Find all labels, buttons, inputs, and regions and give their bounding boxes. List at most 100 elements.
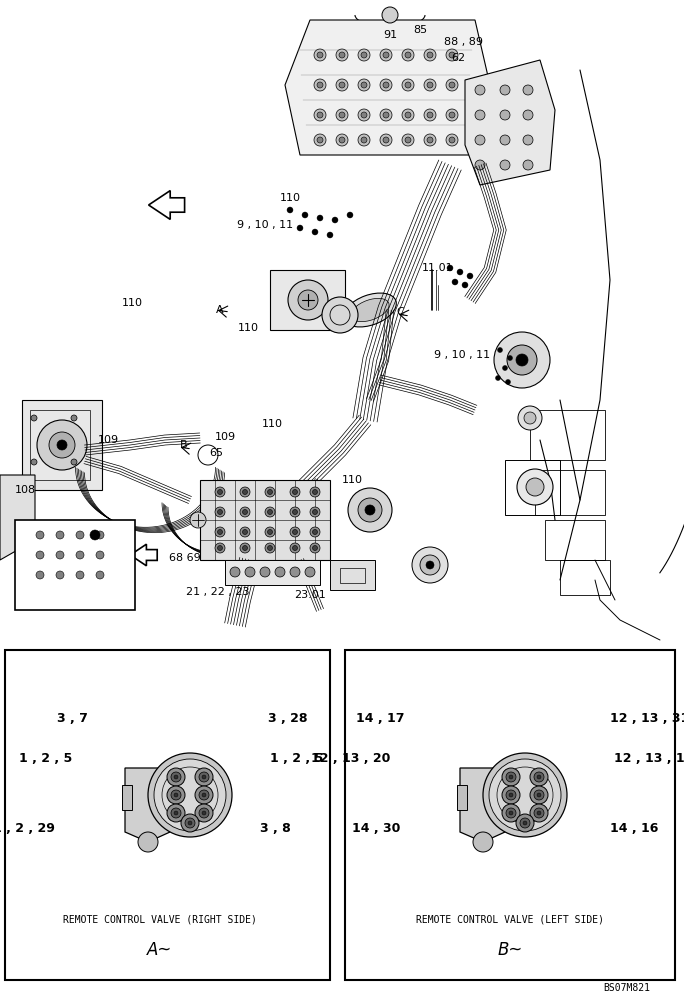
- Text: B: B: [180, 440, 188, 450]
- Circle shape: [530, 804, 548, 822]
- Circle shape: [188, 821, 192, 825]
- Circle shape: [500, 85, 510, 95]
- Polygon shape: [148, 191, 185, 219]
- Circle shape: [154, 759, 226, 831]
- Circle shape: [31, 415, 37, 421]
- Circle shape: [174, 775, 178, 779]
- Circle shape: [361, 82, 367, 88]
- Circle shape: [537, 793, 541, 797]
- Text: 85: 85: [413, 25, 427, 35]
- Circle shape: [199, 790, 209, 800]
- Circle shape: [503, 365, 508, 370]
- Circle shape: [506, 790, 516, 800]
- Circle shape: [489, 759, 561, 831]
- Text: BS07M821: BS07M821: [603, 983, 650, 993]
- Circle shape: [190, 512, 206, 528]
- Circle shape: [500, 160, 510, 170]
- Bar: [30, 410, 90, 480]
- Circle shape: [260, 567, 270, 577]
- Circle shape: [240, 527, 250, 537]
- Text: 88 , 89: 88 , 89: [443, 37, 482, 47]
- Bar: [5, 650, 330, 980]
- Circle shape: [405, 52, 411, 58]
- Circle shape: [310, 487, 320, 497]
- Circle shape: [37, 420, 87, 470]
- Circle shape: [509, 793, 513, 797]
- Circle shape: [358, 134, 370, 146]
- Text: 91: 91: [383, 30, 397, 40]
- Circle shape: [171, 808, 181, 818]
- Polygon shape: [460, 768, 505, 842]
- Circle shape: [290, 527, 300, 537]
- Circle shape: [185, 818, 195, 828]
- Circle shape: [290, 507, 300, 517]
- Circle shape: [516, 354, 528, 366]
- Circle shape: [383, 82, 389, 88]
- Text: REMOTE CONTROL VALVE (LEFT SIDE): REMOTE CONTROL VALVE (LEFT SIDE): [416, 915, 604, 925]
- Text: 110: 110: [261, 419, 282, 429]
- Text: 62: 62: [451, 53, 465, 63]
- Circle shape: [314, 134, 326, 146]
- Circle shape: [314, 109, 326, 121]
- Circle shape: [327, 232, 333, 238]
- Circle shape: [534, 790, 544, 800]
- Circle shape: [516, 814, 534, 832]
- Bar: [535, 470, 605, 515]
- Circle shape: [508, 356, 512, 360]
- Circle shape: [275, 567, 285, 577]
- Circle shape: [517, 469, 553, 505]
- Bar: [530, 410, 605, 460]
- Ellipse shape: [351, 298, 389, 322]
- Circle shape: [218, 546, 222, 550]
- Circle shape: [312, 229, 318, 235]
- Circle shape: [199, 808, 209, 818]
- Circle shape: [265, 487, 275, 497]
- Text: 9 , 10 , 11: 9 , 10 , 11: [434, 350, 490, 360]
- Circle shape: [506, 808, 516, 818]
- Circle shape: [506, 772, 516, 782]
- Circle shape: [424, 49, 436, 61]
- Circle shape: [446, 49, 458, 61]
- Circle shape: [310, 507, 320, 517]
- Circle shape: [215, 543, 225, 553]
- Circle shape: [500, 110, 510, 120]
- Polygon shape: [125, 768, 170, 842]
- Circle shape: [518, 406, 542, 430]
- Circle shape: [96, 551, 104, 559]
- Circle shape: [305, 567, 315, 577]
- Circle shape: [427, 112, 433, 118]
- Text: 1 , 2 , 5: 1 , 2 , 5: [270, 752, 324, 764]
- Text: 109: 109: [97, 435, 118, 445]
- Circle shape: [317, 215, 323, 221]
- Circle shape: [293, 489, 298, 494]
- Circle shape: [195, 768, 213, 786]
- Text: 3 , 8: 3 , 8: [260, 822, 291, 834]
- Text: 110: 110: [237, 323, 259, 333]
- Circle shape: [167, 804, 185, 822]
- Text: REMOTE CONTROL VALVE (RIGHT SIDE): REMOTE CONTROL VALVE (RIGHT SIDE): [63, 915, 257, 925]
- Text: B~: B~: [497, 941, 523, 959]
- Circle shape: [332, 217, 338, 223]
- Circle shape: [358, 498, 382, 522]
- Circle shape: [361, 112, 367, 118]
- Circle shape: [402, 109, 414, 121]
- Circle shape: [426, 561, 434, 569]
- Circle shape: [230, 567, 240, 577]
- Text: 109: 109: [215, 432, 235, 442]
- Bar: [505, 460, 560, 515]
- Circle shape: [339, 112, 345, 118]
- Circle shape: [502, 768, 520, 786]
- Circle shape: [288, 280, 328, 320]
- Text: 110: 110: [341, 475, 363, 485]
- Circle shape: [195, 786, 213, 804]
- Circle shape: [462, 282, 468, 288]
- Circle shape: [267, 489, 272, 494]
- Circle shape: [313, 546, 317, 550]
- Circle shape: [243, 510, 248, 514]
- Circle shape: [475, 160, 485, 170]
- Circle shape: [267, 546, 272, 550]
- Circle shape: [267, 530, 272, 534]
- Circle shape: [358, 79, 370, 91]
- Circle shape: [298, 290, 318, 310]
- Circle shape: [449, 82, 455, 88]
